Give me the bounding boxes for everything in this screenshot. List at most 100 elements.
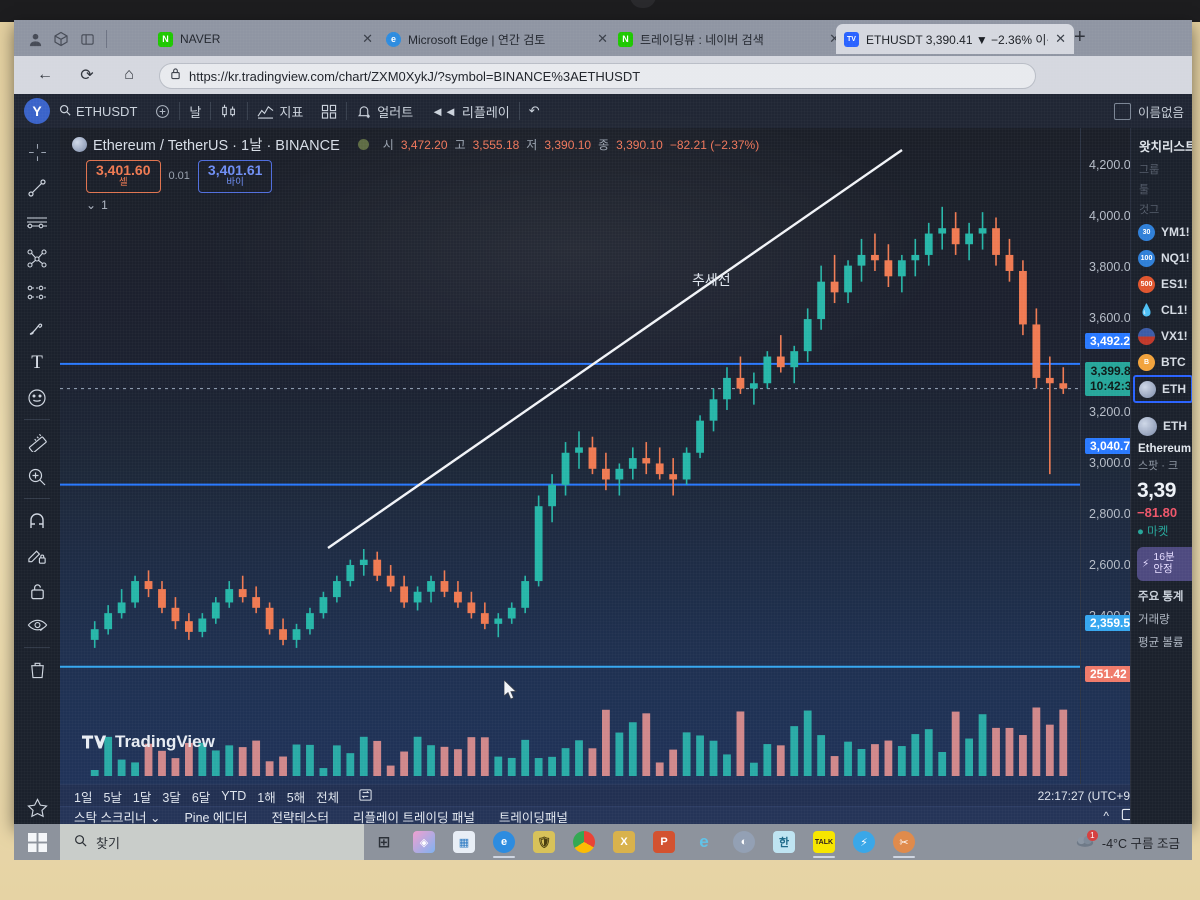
- zoom-in-icon[interactable]: [20, 460, 54, 493]
- brush-icon[interactable]: [20, 311, 54, 344]
- collections-icon[interactable]: [48, 28, 74, 50]
- browser-tab-1[interactable]: e Microsoft Edge | 연간 검토 ✕: [378, 24, 616, 54]
- patterns-icon[interactable]: [20, 276, 54, 309]
- save-layout-icon[interactable]: [1113, 103, 1131, 120]
- watchlist-item-label: NQ1!: [1161, 251, 1190, 265]
- chart-canvas[interactable]: Ethereum / TetherUS · 1날 · BINANCE 시 3,47…: [60, 128, 1144, 824]
- interval-button[interactable]: 날: [189, 104, 202, 120]
- watchlist-item-es1[interactable]: 500 ES1!: [1131, 271, 1192, 297]
- home-button[interactable]: ⌂: [124, 66, 134, 83]
- taskbar-search[interactable]: 찾기: [60, 824, 364, 860]
- edge-icon[interactable]: e: [484, 824, 524, 860]
- templates-button[interactable]: [312, 94, 346, 128]
- collapse-panel-icon[interactable]: ^: [1103, 809, 1109, 823]
- back-button[interactable]: ←: [37, 66, 53, 83]
- kakaotalk-icon[interactable]: TALK: [804, 824, 844, 860]
- date-range-icon[interactable]: [358, 788, 373, 805]
- address-bar[interactable]: https://kr.tradingview.com/chart/ZXM0Xyk…: [159, 63, 1036, 89]
- internet-explorer-icon[interactable]: e: [699, 832, 709, 851]
- range-6m[interactable]: 6달: [191, 790, 211, 805]
- text-icon[interactable]: T: [31, 351, 43, 373]
- lock-drawings-icon[interactable]: [20, 539, 54, 572]
- lock-icon[interactable]: [20, 574, 54, 607]
- panel-stock-screener[interactable]: 스탁 스크리너 ⌄: [74, 807, 160, 825]
- range-ytd[interactable]: YTD: [221, 789, 247, 803]
- excel-icon[interactable]: X: [604, 824, 644, 860]
- layout-name[interactable]: 이름없음: [1113, 102, 1184, 121]
- trend-line-icon[interactable]: [20, 171, 54, 204]
- snipping-tool-icon[interactable]: ✂: [884, 824, 924, 860]
- powerpoint-icon[interactable]: P: [644, 824, 684, 860]
- microsoft-store-icon[interactable]: ▦: [444, 824, 484, 860]
- buy-price: 3,401.61: [207, 162, 263, 178]
- range-1y[interactable]: 1해: [257, 790, 276, 805]
- price-badge-support[interactable]: 3,040.70: [1085, 438, 1142, 454]
- browser-tab-0[interactable]: N NAVER ✕: [150, 24, 381, 54]
- panel-trading[interactable]: 트레이딩패널: [498, 810, 568, 825]
- watchlist-item-btc[interactable]: B BTC: [1131, 349, 1192, 375]
- chart-type-button[interactable]: [211, 94, 247, 128]
- tab-label: NAVER: [180, 32, 221, 46]
- price-scale[interactable]: 4,200.00 4,000.00 3,800.00 3,600.00 3,20…: [1080, 128, 1177, 788]
- tab-close-button[interactable]: ✕: [829, 31, 840, 46]
- tab-close-button[interactable]: ✕: [597, 31, 608, 46]
- panel-pine-editor[interactable]: Pine 에디터: [184, 810, 248, 825]
- crosshair-icon[interactable]: [20, 136, 54, 169]
- compare-button[interactable]: [146, 94, 179, 128]
- measure-icon[interactable]: [20, 425, 54, 458]
- windows-icon[interactable]: [14, 824, 60, 860]
- range-1m[interactable]: 1달: [132, 790, 152, 805]
- panel-strategy-tester[interactable]: 전략테스터: [271, 810, 329, 825]
- profile-icon[interactable]: [22, 28, 48, 50]
- volume-badge[interactable]: 251.42 K: [1085, 666, 1144, 682]
- buy-button[interactable]: 3,401.61 바이: [197, 160, 273, 193]
- media-player-icon[interactable]: ◐: [724, 824, 764, 860]
- range-1d[interactable]: 1일: [74, 790, 93, 805]
- symbol-search[interactable]: ETHUSDT: [50, 94, 146, 128]
- sell-button[interactable]: 3,401.60 셀: [86, 160, 161, 193]
- indicators-button[interactable]: 지표: [248, 94, 312, 128]
- url-text: https://kr.tradingview.com/chart/ZXM0Xyk…: [189, 68, 641, 84]
- chrome-icon[interactable]: [564, 824, 604, 860]
- promo-banner[interactable]: ⚡ 16분 안정: [1137, 547, 1192, 581]
- horizontal-lines-icon[interactable]: [20, 206, 54, 239]
- price-badge-support-2[interactable]: 2,359.56: [1085, 615, 1142, 631]
- browser-tab-3[interactable]: TV ETHUSDT 3,390.41 ▼ −2.36% 이든 ✕: [836, 24, 1074, 54]
- tab-close-button[interactable]: ✕: [362, 31, 373, 46]
- price-badge-resistance[interactable]: 3,492.29: [1085, 333, 1142, 349]
- watchlist-item-eth[interactable]: ETH: [1133, 375, 1192, 403]
- watchlist-item-ym1[interactable]: 30 YM1!: [1131, 219, 1192, 245]
- tv-logo[interactable]: Y: [24, 98, 50, 124]
- range-5d[interactable]: 5날: [103, 790, 122, 805]
- watchlist-item-cl1[interactable]: 💧 CL1!: [1131, 297, 1192, 323]
- watchlist-item-nq1[interactable]: 100 NQ1!: [1131, 245, 1192, 271]
- panel-replay-trading[interactable]: 리플레이 트레이딩 패널: [352, 810, 475, 825]
- copilot-icon[interactable]: ◈: [404, 824, 444, 860]
- browser-tab-2[interactable]: N 트레이딩뷰 : 네이버 검색 ✕: [610, 24, 848, 54]
- new-tab-button[interactable]: +: [1074, 26, 1086, 48]
- replay-button[interactable]: ◄◄ 리플레이: [422, 94, 519, 128]
- range-all[interactable]: 전체: [316, 790, 340, 805]
- range-3m[interactable]: 3달: [162, 790, 181, 805]
- split-screen-icon[interactable]: [74, 28, 100, 50]
- undo-button[interactable]: ↶: [528, 103, 540, 118]
- reload-button[interactable]: ⟳: [80, 67, 94, 84]
- hangul-icon[interactable]: 한: [764, 824, 804, 860]
- favorites-icon[interactable]: [20, 791, 54, 824]
- magnet-icon[interactable]: [20, 504, 54, 537]
- taskbar-weather[interactable]: 1 -4°C 구름 조금: [1075, 829, 1192, 852]
- emoji-icon[interactable]: [20, 381, 54, 414]
- alert-button[interactable]: 얼러트: [347, 94, 422, 128]
- watchlist-item-vx1[interactable]: VX1!: [1131, 323, 1192, 349]
- chevron-down-icon[interactable]: ⌄: [149, 810, 161, 825]
- fib-tools-icon[interactable]: [20, 241, 54, 274]
- task-view-icon[interactable]: ⊞: [377, 834, 391, 851]
- range-5y[interactable]: 5해: [286, 790, 306, 805]
- bolt-app-icon[interactable]: ⚡: [844, 824, 884, 860]
- antivirus-icon[interactable]: 🛡: [524, 824, 564, 860]
- price-tick: 2,600.00: [1089, 558, 1138, 572]
- remove-drawings-icon[interactable]: [20, 653, 54, 686]
- hide-drawings-icon[interactable]: [20, 609, 54, 642]
- tab-close-button[interactable]: ✕: [1055, 31, 1066, 46]
- order-quantity[interactable]: ⌄ 1: [86, 198, 108, 212]
